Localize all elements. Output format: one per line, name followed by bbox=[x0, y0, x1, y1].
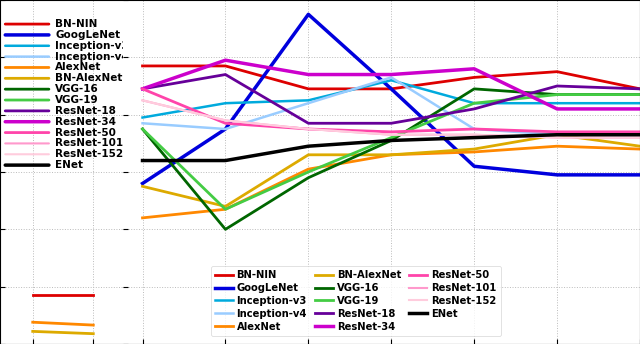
Text: ENet: ENet bbox=[56, 160, 83, 170]
Text: AlexNet: AlexNet bbox=[56, 63, 102, 73]
Legend: BN-NIN, GoogLeNet, Inception-v3, Inception-v4, AlexNet, BN-AlexNet, VGG-16, VGG-: BN-NIN, GoogLeNet, Inception-v3, Incepti… bbox=[211, 266, 501, 335]
Text: Inception-v4: Inception-v4 bbox=[56, 52, 129, 62]
Text: Inception-v3: Inception-v3 bbox=[56, 41, 129, 51]
Text: ResNet-50: ResNet-50 bbox=[56, 128, 116, 138]
Text: ResNet-101: ResNet-101 bbox=[56, 138, 124, 148]
Text: ResNet-18: ResNet-18 bbox=[56, 106, 116, 116]
Text: VGG-19: VGG-19 bbox=[56, 95, 99, 105]
Text: BN-AlexNet: BN-AlexNet bbox=[56, 73, 123, 83]
Text: ResNet-152: ResNet-152 bbox=[56, 149, 124, 159]
Text: BN-NIN: BN-NIN bbox=[56, 19, 98, 29]
Text: ResNet-34: ResNet-34 bbox=[56, 117, 116, 127]
Text: GoogLeNet: GoogLeNet bbox=[56, 30, 120, 40]
Text: VGG-16: VGG-16 bbox=[56, 84, 99, 94]
